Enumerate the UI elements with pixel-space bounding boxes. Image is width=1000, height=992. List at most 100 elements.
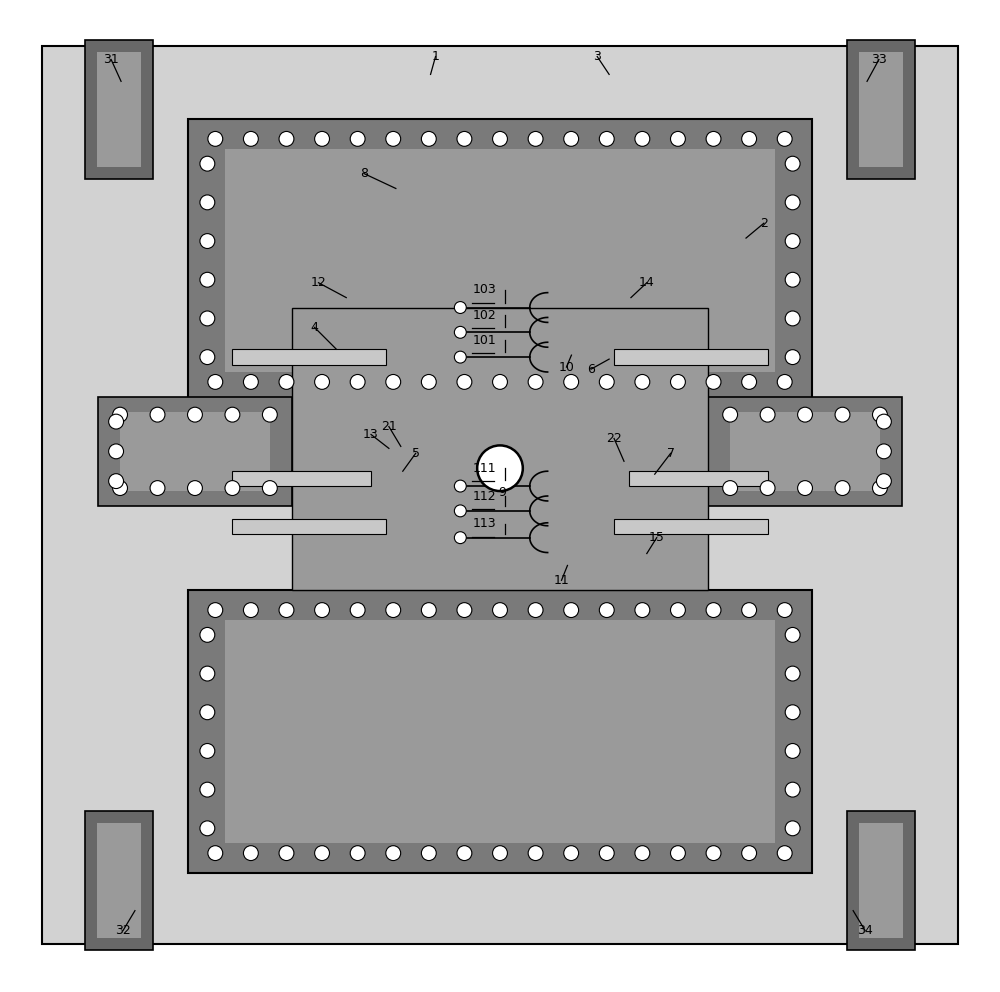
Text: 11: 11 [554,573,569,587]
Text: 12: 12 [311,276,326,290]
Circle shape [279,845,294,860]
Circle shape [599,374,614,390]
Circle shape [785,744,800,759]
Circle shape [493,603,507,617]
Circle shape [457,132,472,147]
Circle shape [200,667,215,682]
Circle shape [315,845,330,860]
Bar [188,590,812,873]
Circle shape [528,845,543,860]
Text: 15: 15 [649,531,665,545]
Circle shape [208,603,223,617]
Circle shape [200,704,215,720]
Text: 13: 13 [363,428,379,441]
Circle shape [876,473,891,489]
Circle shape [635,132,650,147]
Text: 10: 10 [559,360,574,374]
Bar [847,811,915,950]
Circle shape [742,845,757,860]
Circle shape [225,407,240,423]
Circle shape [564,603,579,617]
Circle shape [109,473,124,489]
Circle shape [493,374,507,390]
Circle shape [798,407,812,423]
Circle shape [421,132,436,147]
Bar [232,349,386,365]
Circle shape [742,132,757,147]
Circle shape [528,132,543,147]
Bar [98,397,292,506]
Text: 22: 22 [606,432,622,445]
Circle shape [200,234,215,249]
Bar [847,40,915,179]
Bar [292,308,708,590]
Circle shape [225,480,240,495]
Circle shape [785,310,800,325]
Text: 102: 102 [472,309,496,322]
Circle shape [742,603,757,617]
Circle shape [315,132,330,147]
Text: 112: 112 [472,489,496,503]
Text: 8: 8 [360,167,368,181]
Text: 5: 5 [412,446,420,460]
Circle shape [279,374,294,390]
Circle shape [798,480,812,495]
Circle shape [200,272,215,288]
Circle shape [208,845,223,860]
Circle shape [876,444,891,459]
Circle shape [785,667,800,682]
Text: 34: 34 [857,924,873,937]
Circle shape [777,374,792,390]
Circle shape [315,374,330,390]
Circle shape [872,480,887,495]
Circle shape [564,132,579,147]
Circle shape [785,194,800,210]
Circle shape [635,603,650,617]
Circle shape [200,156,215,172]
Circle shape [109,415,124,430]
Circle shape [564,845,579,860]
Circle shape [386,132,401,147]
Text: 113: 113 [472,517,496,531]
Bar [232,519,386,534]
Text: 2: 2 [760,216,768,230]
Circle shape [872,407,887,423]
Circle shape [777,845,792,860]
Circle shape [599,845,614,860]
Circle shape [243,374,258,390]
Text: 4: 4 [311,320,318,334]
Text: 31: 31 [103,53,119,66]
Circle shape [785,349,800,365]
Text: 1: 1 [432,50,439,63]
Circle shape [350,132,365,147]
Circle shape [243,603,258,617]
Bar [614,519,768,534]
Bar [708,397,902,506]
Circle shape [208,132,223,147]
Circle shape [200,782,215,798]
Circle shape [670,132,685,147]
Text: 33: 33 [871,53,887,66]
Circle shape [200,744,215,759]
Circle shape [200,194,215,210]
Circle shape [706,132,721,147]
Text: 21: 21 [381,420,397,434]
Circle shape [386,374,401,390]
Circle shape [150,480,165,495]
Circle shape [200,310,215,325]
Circle shape [386,845,401,860]
Circle shape [777,132,792,147]
Circle shape [670,845,685,860]
Circle shape [350,374,365,390]
Bar [85,40,153,179]
Bar [730,412,880,491]
Bar [188,119,812,402]
Bar [859,823,903,938]
Circle shape [835,407,850,423]
Bar [85,811,153,950]
Bar [97,823,141,938]
Circle shape [454,480,466,492]
Circle shape [785,782,800,798]
Circle shape [350,845,365,860]
Bar [120,412,270,491]
